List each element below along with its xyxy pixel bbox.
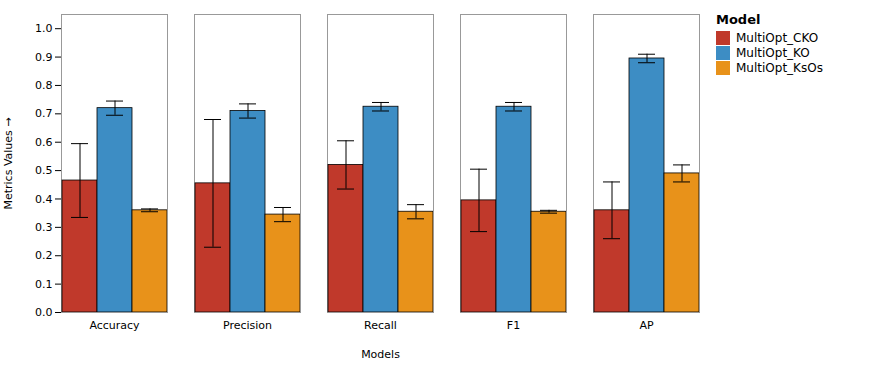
svg-text:Precision: Precision <box>223 319 272 332</box>
html-text:MultiOpt_KsOs: MultiOpt_KsOs <box>736 61 823 75</box>
svg-text:0.3: 0.3 <box>35 221 53 234</box>
svg-text:0.9: 0.9 <box>35 51 53 64</box>
svg-text:0.1: 0.1 <box>35 278 53 291</box>
svg-text:Models: Models <box>361 348 400 361</box>
html-text:Model: Model <box>716 12 761 27</box>
svg-text:0.4: 0.4 <box>35 192 53 205</box>
svg-text:0.2: 0.2 <box>35 249 53 262</box>
svg-text:0.6: 0.6 <box>35 136 53 149</box>
svg-text:0.0: 0.0 <box>35 306 53 319</box>
svg-text:0.8: 0.8 <box>35 79 53 92</box>
html-text:MultiOpt_KO: MultiOpt_KO <box>736 46 810 60</box>
svg-text:Metrics Values →: Metrics Values → <box>2 117 15 209</box>
svg-text:F1: F1 <box>507 319 520 332</box>
html-text:MultiOpt_CKO: MultiOpt_CKO <box>736 31 819 45</box>
svg-text:1.0: 1.0 <box>35 22 53 35</box>
svg-text:AP: AP <box>639 319 654 332</box>
svg-text:Recall: Recall <box>364 319 397 332</box>
svg-text:Accuracy: Accuracy <box>89 319 140 332</box>
svg-text:0.7: 0.7 <box>35 107 53 120</box>
svg-text:0.5: 0.5 <box>35 164 53 177</box>
